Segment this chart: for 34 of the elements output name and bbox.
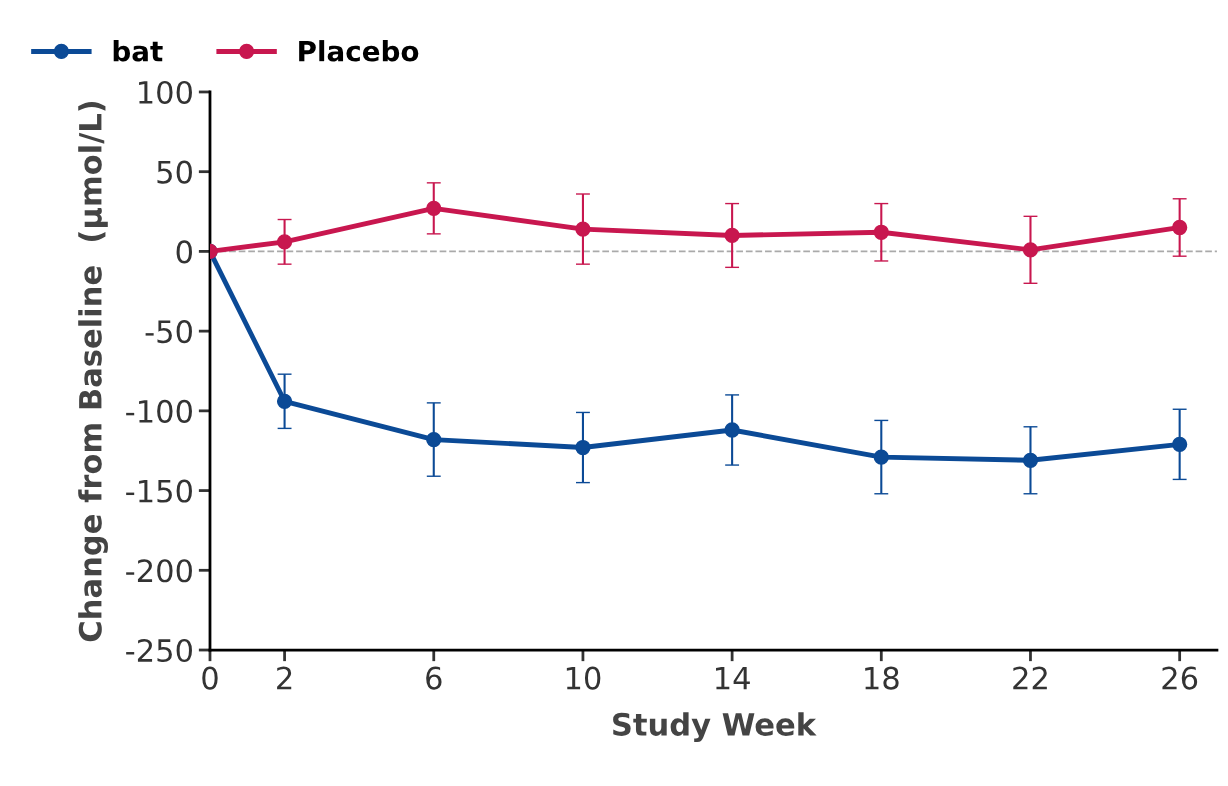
y-tick-label: 100 bbox=[139, 80, 192, 105]
point bbox=[1172, 436, 1188, 452]
y-tick-label: -250 bbox=[126, 638, 192, 663]
x-tick-label: 22 bbox=[1013, 666, 1047, 690]
point bbox=[426, 431, 442, 448]
y-tick-label: -200 bbox=[126, 559, 192, 583]
x-axis-title: Study Week bbox=[613, 712, 817, 743]
x-tick-label: 10 bbox=[566, 666, 601, 690]
x-tick-label: 14 bbox=[716, 666, 750, 690]
y-tick-label: 0 bbox=[176, 240, 192, 264]
legend-label: Placebo bbox=[299, 40, 419, 62]
legend-label: bat bbox=[113, 40, 163, 62]
point bbox=[1172, 219, 1188, 236]
point bbox=[276, 234, 293, 250]
point bbox=[873, 449, 889, 465]
y-tick-label: -150 bbox=[126, 479, 192, 503]
y-tick-label: -100 bbox=[126, 399, 192, 423]
point bbox=[276, 393, 293, 409]
point bbox=[575, 221, 591, 237]
point bbox=[575, 439, 591, 456]
y-tick-label: -50 bbox=[145, 320, 192, 344]
point bbox=[1022, 242, 1039, 258]
point bbox=[873, 224, 889, 240]
y-tick-label: 50 bbox=[157, 160, 192, 184]
point bbox=[724, 422, 740, 438]
x-tick-label: 18 bbox=[865, 666, 899, 690]
x-tick-label: 26 bbox=[1162, 666, 1198, 690]
x-tick-label: 6 bbox=[426, 666, 442, 690]
point bbox=[426, 200, 442, 216]
x-tick-label: 2 bbox=[277, 666, 292, 690]
point bbox=[1022, 452, 1039, 468]
x-tick-label: 0 bbox=[202, 666, 218, 690]
y-axis-title: Change from Baseline (µmol/L) bbox=[78, 101, 108, 642]
point bbox=[724, 227, 740, 244]
